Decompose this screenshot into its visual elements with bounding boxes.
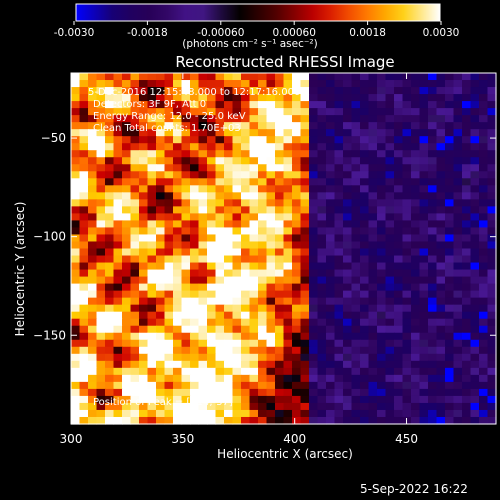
x-axis-label: Heliocentric X (arcsec) bbox=[217, 447, 353, 461]
x-tick-label: 300 bbox=[60, 432, 83, 446]
colorbar-tick-label: -0.00060 bbox=[197, 27, 244, 39]
colorbar-tick-label: -0.0030 bbox=[54, 27, 95, 39]
annotation-line-4: Clean Total counts: 1.70E+03 bbox=[93, 123, 241, 134]
colorbar-unit-label: (photons cm⁻² s⁻¹ asec⁻²) bbox=[182, 38, 318, 50]
annotation-line-3: Energy Range: 12.0 - 25.0 keV bbox=[93, 111, 246, 122]
colorbar-tick-label: 0.00060 bbox=[272, 27, 315, 39]
x-tick-label: 400 bbox=[283, 432, 306, 446]
y-tick-label: −150 bbox=[33, 328, 66, 342]
peak-position-label: Position of Peak = [314,-57] bbox=[93, 397, 233, 408]
colorbar-tick-label: 0.0018 bbox=[349, 27, 386, 39]
colorbar-tick-label: 0.0030 bbox=[423, 27, 460, 39]
x-tick-label: 350 bbox=[171, 432, 194, 446]
heatmap-grid bbox=[71, 73, 497, 425]
footer-timestamp: 5-Sep-2022 16:22 bbox=[360, 482, 468, 496]
y-axis-label: Heliocentric Y (arcsec) bbox=[13, 201, 27, 337]
chart-title: Reconstructed RHESSI Image bbox=[175, 53, 395, 71]
colorbar bbox=[75, 3, 441, 22]
x-tick-label: 450 bbox=[395, 432, 418, 446]
y-tick-label: −50 bbox=[41, 131, 66, 145]
plot-frame bbox=[70, 72, 497, 425]
colorbar-tick-label: -0.0018 bbox=[127, 27, 168, 39]
annotation-line-1: 5-Dec-2016 12:15:48.000 to 12:17:16.000 bbox=[88, 87, 301, 98]
y-tick-label: −100 bbox=[33, 230, 66, 244]
annotation-line-2: Detectors: 3F 9F, Att 0 bbox=[93, 99, 207, 110]
